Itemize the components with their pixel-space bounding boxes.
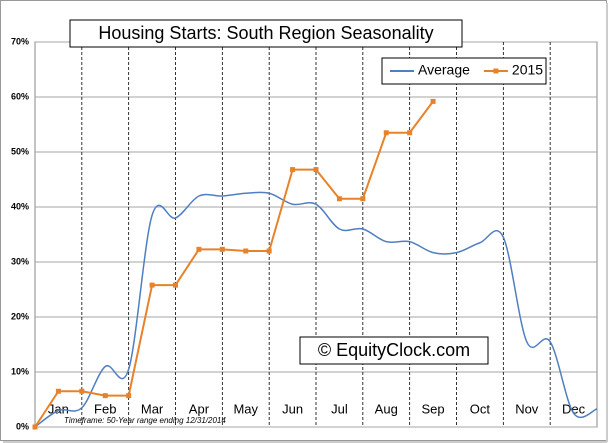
y-tick-label: 70% [11,36,29,46]
data-point [266,248,272,254]
y-tick-label: 40% [11,201,29,211]
data-point [336,196,342,202]
data-point [243,248,249,254]
data-point [360,196,366,202]
x-tick-label: Jul [331,401,348,416]
data-point [149,282,155,288]
y-tick-label: 20% [11,311,29,321]
chart-title: Housing Starts: South Region Seasonality [98,23,433,43]
data-point [219,246,225,252]
plot-area: 0%10%20%30%40%50%60%70%Jan Feb Mar Apr May Ju… [11,36,598,431]
x-tick-label: Nov [515,401,539,416]
data-point [430,98,436,104]
data-point [383,130,389,136]
data-point [102,393,108,399]
data-point [313,167,319,173]
series-line [34,191,598,428]
x-tick-label: Feb [94,401,116,416]
y-tick-label: 0% [16,421,29,431]
x-tick-label: May [233,401,258,416]
footnote: Timeframe: 50-Year range ending 12/31/20… [64,416,226,425]
y-tick-label: 30% [11,256,29,266]
data-point [407,130,413,136]
watermark-box [299,336,489,365]
legend-label: Average [418,62,470,78]
y-tick-label: 50% [11,146,29,156]
data-point [196,246,202,252]
y-tick-label: 10% [11,366,29,376]
x-tick-label: Apr [189,401,210,416]
x-tick-label: Aug [375,401,398,416]
series-line [34,100,434,428]
data-point [126,393,132,399]
data-point [79,388,85,394]
legend-label: 2015 [512,62,543,78]
x-tick-label: Jun [282,401,303,416]
legend-marker [493,68,499,74]
watermark: © EquityClock.com [318,340,470,360]
x-tick-label: Mar [141,401,164,416]
data-point [32,424,38,430]
x-tick-label: Sep [422,401,445,416]
data-point [290,167,296,173]
x-tick-label: Dec [562,401,586,416]
title-box [69,19,463,48]
y-tick-label: 60% [11,91,29,101]
x-tick-label: Oct [470,401,491,416]
data-point [55,388,61,394]
data-point [173,282,178,288]
